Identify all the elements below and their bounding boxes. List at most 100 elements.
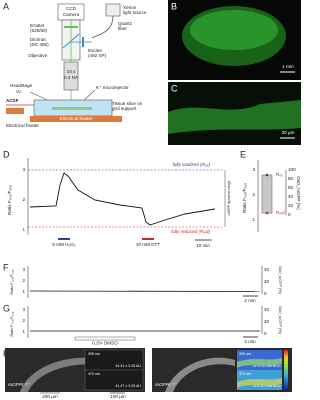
tick-label: 20 (264, 319, 270, 324)
panel-d: D Ratio F₄₀₅/F₄₈₈ 3 2 1 fully oxidized (… (3, 149, 231, 248)
panel-label: B (171, 1, 177, 11)
panel-e: E Ratio F₄₀₅/F₄₈₈ 3 2 1 Rₒₓ Rᵣₑd 100 80 … (240, 149, 301, 232)
label: light source (123, 10, 147, 15)
label: Electrical heater (6, 123, 39, 128)
label: 0.3 NA (64, 75, 79, 80)
tick-label: 3 (22, 167, 25, 172)
tick-label: 1 (252, 217, 255, 222)
annotation: 10 mM DTT (136, 242, 160, 247)
page: {"panels":{ "a":{"label":"A","ccd":"CCD"… (3, 0, 301, 400)
panel-label: C (171, 83, 178, 93)
panel-h: H 395 nm 44.41 ± 2.26 AU 470 nm 41.47 ± … (3, 348, 292, 399)
treatment-bar (142, 238, 154, 240)
y2-label: OxD_roGFP (%) (296, 176, 301, 210)
intensity: 1272.74 ± 260.56 AU (253, 364, 281, 368)
tick-label: 3 (22, 307, 25, 312)
label: Exciter (88, 48, 103, 53)
annotation: Rᵣₑd (276, 210, 285, 215)
tick-label: 2 (22, 318, 25, 323)
tick-label: 2 (252, 192, 255, 197)
label: (525/50) (30, 28, 48, 33)
intensity: 41.47 ± 2.09 AU (115, 384, 141, 388)
panel-c: C 20 µm (168, 82, 301, 145)
annotation: 5 mM H₂O₂ (52, 242, 75, 247)
annotation: Rₒₓ (276, 172, 283, 177)
slice (52, 107, 92, 110)
label: Camera (63, 12, 80, 17)
panel-a: A CCD Camera Xenon light source Quartz f… (3, 1, 147, 128)
tissue (237, 378, 282, 388)
annotation: fully oxidized (Rₒₓ) (172, 162, 210, 167)
annotation: 0.2% DMSO (92, 341, 118, 346)
panel-label: E (240, 149, 246, 159)
colorbar (284, 350, 288, 390)
wavelength: 395 nm (239, 352, 251, 356)
tick-label: 40 (264, 307, 270, 312)
label: K⁺ microinjector (96, 85, 129, 90)
trace (29, 290, 261, 292)
scale-label: 10 min (196, 243, 210, 248)
heater (30, 116, 122, 122)
scale-label: 20 µm (282, 130, 295, 135)
objective (63, 61, 79, 91)
label: Headstage (10, 83, 33, 88)
tissue (237, 358, 282, 368)
scale-label: 100 µm (110, 394, 126, 399)
label: Electrical heater (60, 116, 93, 121)
label: Vc (16, 89, 22, 94)
wavelength: 395 nm (88, 352, 100, 356)
tick-label: 100 (288, 167, 296, 172)
tick-label: 1 (22, 227, 25, 232)
wavelength: 470 nm (88, 372, 100, 376)
panel-label: G (3, 303, 10, 313)
genotype: roGFPc⁺/⁻ (155, 382, 178, 387)
cortex (190, 10, 278, 50)
tick-label: 2 (22, 197, 25, 202)
tick-label: 3 (252, 167, 255, 172)
treatment-bar (58, 238, 70, 240)
tick-label: 1 (22, 289, 25, 294)
intensity: 44.41 ± 2.26 AU (115, 364, 141, 368)
y-label: Ratio F₄₀₅/F₄₈₈ (7, 185, 12, 215)
label: CCD (66, 6, 77, 11)
y-label: Ratio F₄₀₅/F₄₈₈ (242, 183, 247, 213)
panel-label: A (3, 1, 9, 11)
scale-label: 200 µm (42, 394, 58, 399)
tick-label: 2 (22, 278, 25, 283)
y-label: Ratio F₄₀₅/F₄₈₈ (10, 311, 14, 336)
tick-label: 60 (288, 185, 294, 190)
wavelength: 470 nm (239, 372, 251, 376)
tick-label: 0 (264, 291, 267, 296)
tissue (168, 100, 301, 134)
tick-label: 1 (22, 329, 25, 334)
scale-label: 1 mm (282, 64, 294, 69)
genotype: roGFPc⁺/⁺ (8, 382, 31, 387)
tick-label: 20 (264, 279, 270, 284)
intensity: 1371.12 ± 265.49 AU (253, 384, 281, 388)
label: Tissue slice on (112, 101, 143, 106)
tick-label: 20 (288, 203, 294, 208)
label: 10 x (67, 69, 76, 74)
panel-g: G Ratio F₄₀₅/F₄₈₈ 3 2 1 40 20 0 OxD_roGF… (3, 303, 282, 345)
tick-label: 40 (264, 267, 270, 272)
y2-label: OxD_roGFP (%) (278, 266, 282, 295)
tick-label: 0 (264, 331, 267, 336)
label: Emitter (30, 23, 45, 28)
tick-label: 40 (288, 194, 294, 199)
label: grid support (112, 106, 137, 111)
label: Objective (28, 53, 48, 58)
treatment-bar (74, 336, 136, 341)
scale-label: 2 min (244, 339, 256, 344)
label: Dichroic (30, 37, 47, 42)
label: (DC 495) (30, 42, 49, 47)
point (265, 211, 269, 215)
y-label: Ratio F₄₀₅/F₄₈₈ (10, 269, 14, 294)
figure: A CCD Camera Xenon light source Quartz f… (3, 0, 301, 399)
panel-f: F Ratio F₄₀₅/F₄₈₈ 3 2 1 40 20 0 OxD_roGF… (3, 262, 282, 303)
point (265, 173, 269, 177)
label: ACSF (6, 98, 19, 103)
label: Quartz (118, 21, 132, 26)
fiber (91, 15, 114, 39)
panel-label: F (3, 262, 9, 272)
tissue (165, 357, 235, 392)
